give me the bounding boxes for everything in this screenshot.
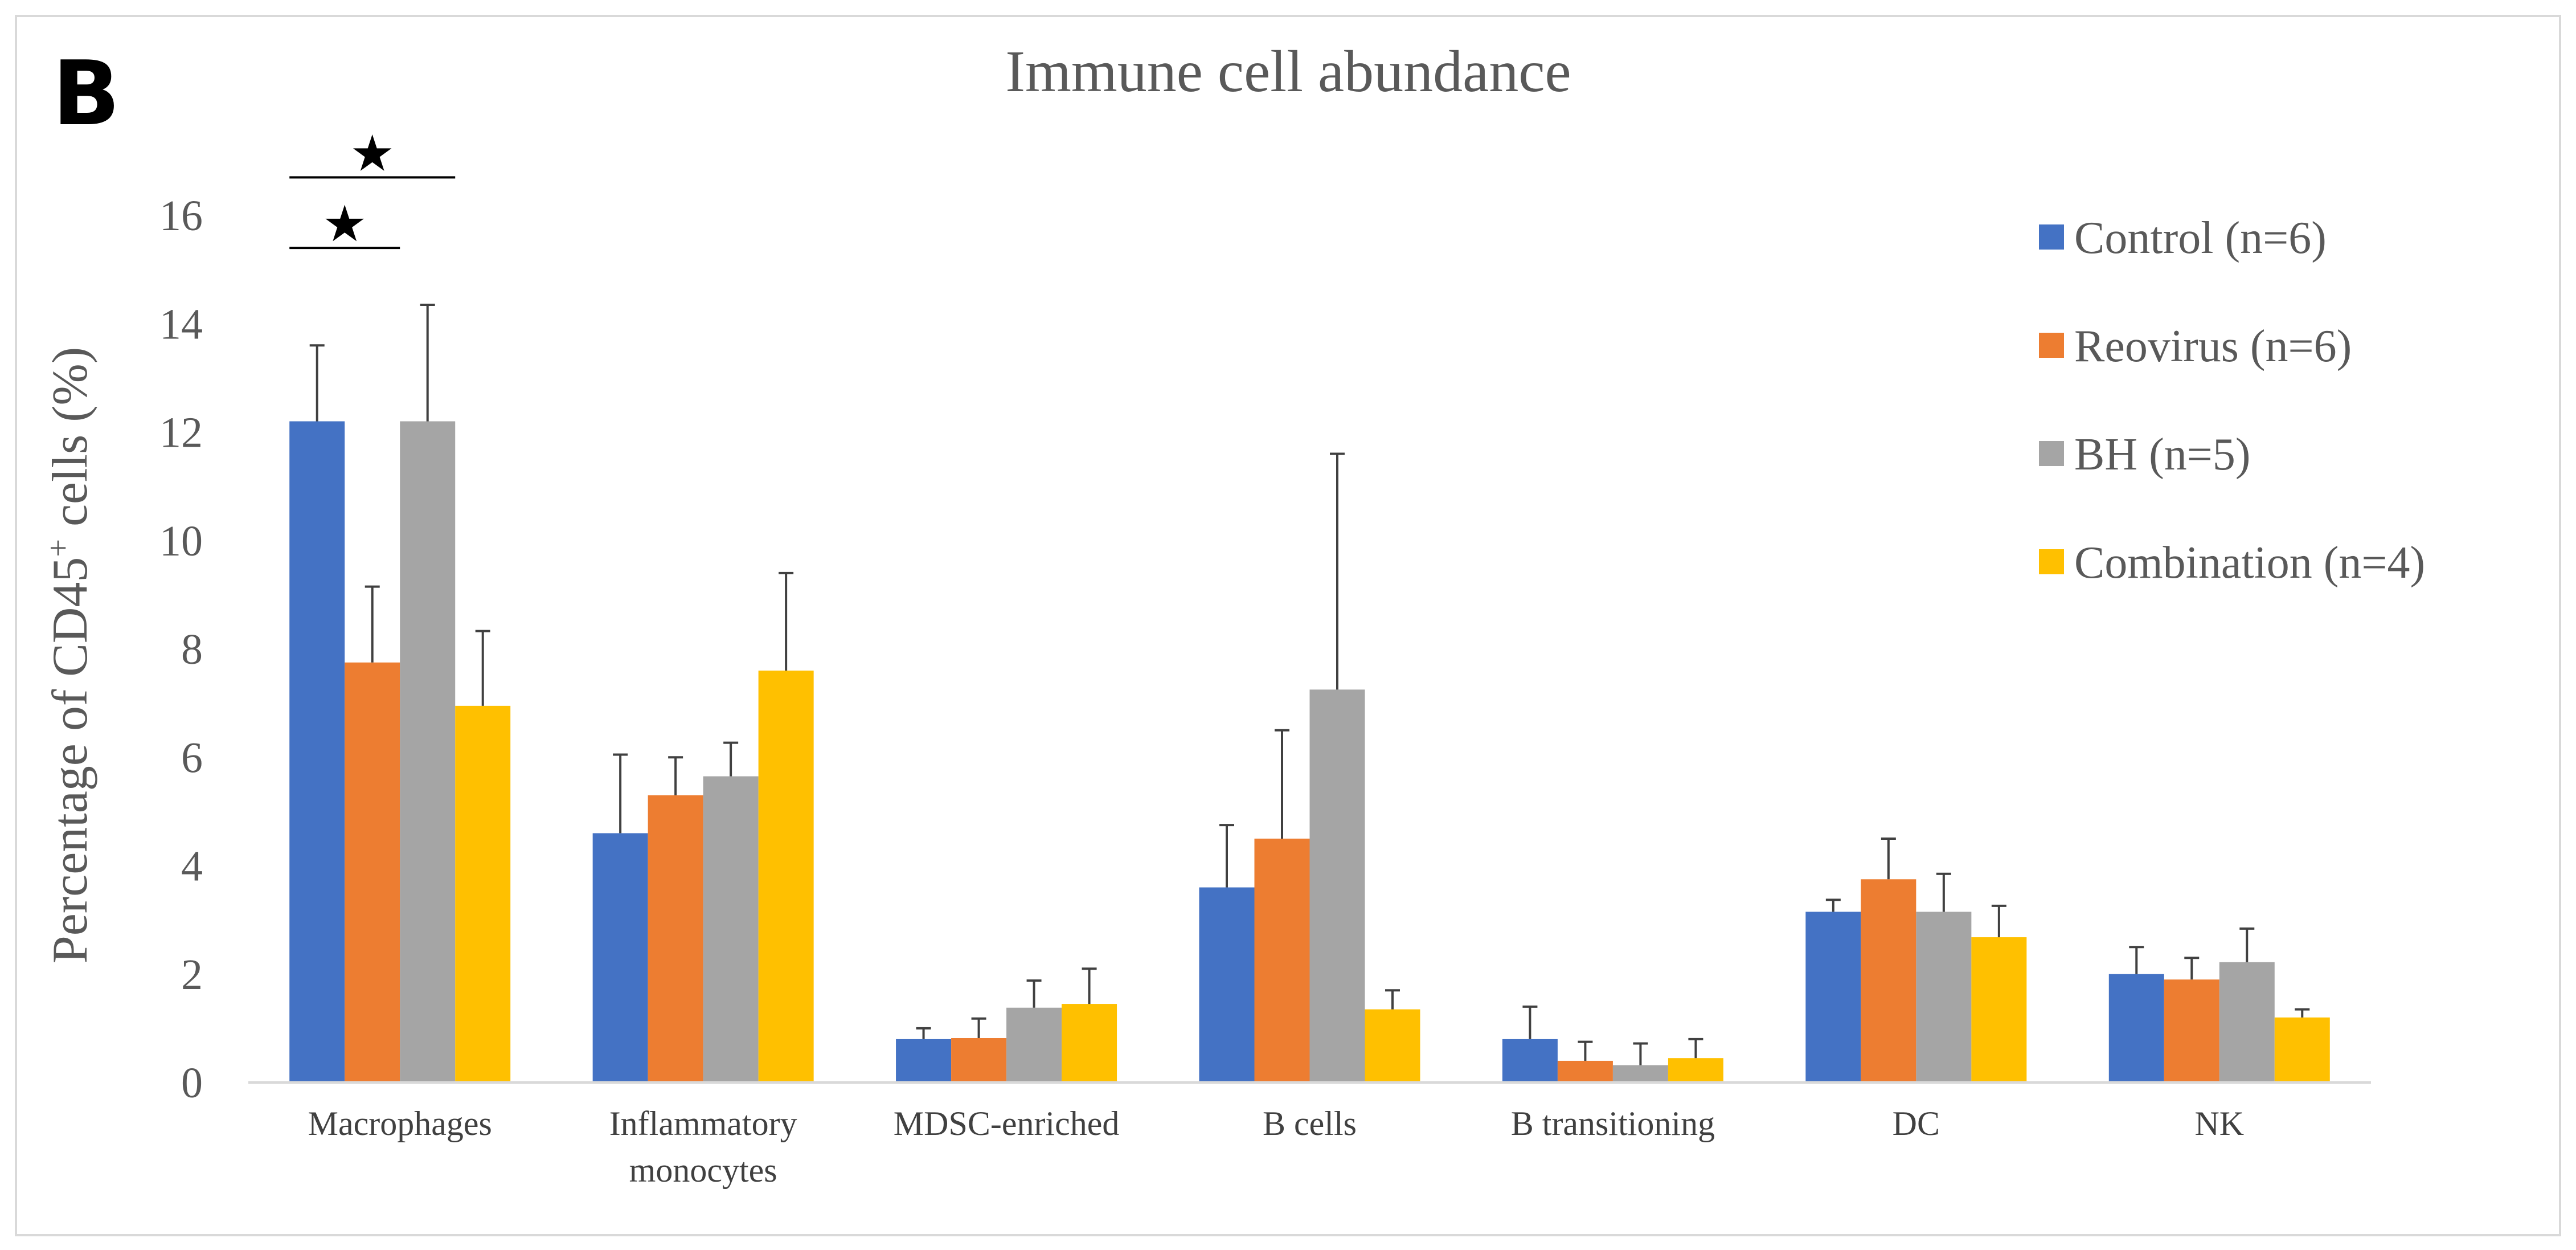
legend: Control (n=6) Reovirus (n=6) BH (n=5) Combi… [2039, 213, 2425, 588]
error-bars-group [309, 303, 2310, 1065]
legend-label: Reovirus (n=6) [2074, 321, 2352, 371]
bar [1062, 1004, 1117, 1082]
bar [896, 1039, 952, 1082]
bar [2274, 1017, 2330, 1082]
y-axis-label: Percentage of CD45+ cells (%) [41, 347, 98, 963]
y-axis-label-tail: cells (%) [43, 347, 98, 539]
bars-group [289, 421, 2330, 1082]
x-tick-label: Macrophages [308, 1105, 492, 1142]
x-tick-label: NK [2194, 1105, 2244, 1142]
legend-label: BH (n=5) [2074, 430, 2251, 480]
bar [1309, 689, 1365, 1082]
x-tick-label: DC [1893, 1105, 1940, 1142]
legend-swatch [2039, 333, 2064, 358]
x-tick-label: MDSC-enriched [894, 1105, 1120, 1142]
bar [1916, 912, 1972, 1082]
y-axis-label-superscript: + [41, 539, 76, 557]
bar [1557, 1060, 1613, 1082]
y-tick-label: 2 [181, 951, 203, 999]
significance-star: ★ [350, 124, 395, 182]
legend-swatch [2039, 549, 2064, 574]
bar [400, 421, 456, 1082]
x-tick-label: monocytes [629, 1151, 777, 1189]
bar [1805, 912, 1861, 1082]
y-tick-label: 10 [159, 517, 203, 565]
panel-label: B [52, 42, 120, 145]
bar [592, 833, 648, 1082]
bar [1861, 879, 1916, 1082]
bar [1612, 1065, 1668, 1082]
bar [1502, 1039, 1558, 1082]
y-axis-label-main: Percentage of CD45 [43, 557, 98, 964]
significance-star: ★ [322, 194, 367, 253]
x-tick-label: Inflammatory [609, 1105, 797, 1142]
chart-title: Immune cell abundance [1005, 39, 1571, 104]
bar [1365, 1009, 1420, 1082]
legend-swatch [2039, 224, 2064, 250]
bar [703, 776, 759, 1082]
legend-swatch [2039, 441, 2064, 466]
bar [455, 705, 511, 1082]
bar [2108, 974, 2164, 1082]
y-tick-label: 0 [181, 1059, 203, 1107]
legend-label: Control (n=6) [2074, 213, 2327, 263]
y-tick-label: 12 [159, 409, 203, 457]
bar [289, 421, 345, 1082]
y-tick-label: 4 [181, 843, 203, 890]
y-tick-label: 8 [181, 626, 203, 673]
bar [345, 662, 400, 1082]
bar [1254, 838, 1310, 1082]
legend-label: Combination (n=4) [2074, 538, 2425, 588]
bar [648, 795, 703, 1082]
bar [758, 671, 814, 1082]
y-axis-ticks: 0 2 4 6 8 10 12 14 16 [159, 192, 203, 1107]
x-axis-labels: Macrophages Inflammatory monocytes MDSC-enr… [308, 1105, 2245, 1189]
x-tick-label: B cells [1263, 1105, 1357, 1142]
x-tick-label: B transitioning [1511, 1105, 1715, 1142]
bar [951, 1037, 1007, 1082]
bar [1006, 1007, 1062, 1082]
bar [2219, 962, 2275, 1082]
y-tick-label: 6 [181, 734, 203, 782]
y-tick-label: 16 [159, 192, 203, 240]
y-tick-label: 14 [159, 300, 203, 348]
significance-annotations: ★★ [289, 124, 456, 253]
bar [2164, 979, 2219, 1082]
bar [1668, 1058, 1723, 1082]
bar [1199, 887, 1255, 1082]
bar [1971, 937, 2027, 1082]
